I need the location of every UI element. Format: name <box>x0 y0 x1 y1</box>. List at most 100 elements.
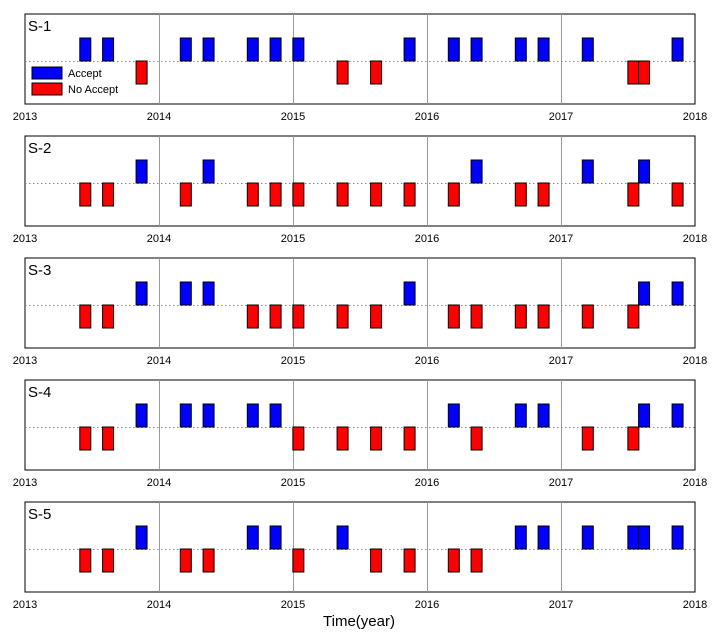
accept-bar <box>179 403 192 428</box>
x-tick-label: 2015 <box>281 111 305 123</box>
accept-bar <box>638 525 651 550</box>
x-tick-label: 2014 <box>147 233 171 245</box>
x-tick-label: 2013 <box>13 233 37 245</box>
no-accept-bar <box>403 426 416 451</box>
panel-title: S-2 <box>28 140 51 157</box>
no-accept-bar <box>292 426 305 451</box>
no-accept-bar <box>102 304 115 329</box>
panel-s-1: S-1 Accept No Accept 2013 2014 2015 2016 2017 20… <box>13 13 707 123</box>
x-tick-label: 2013 <box>13 599 37 611</box>
legend-label: Accept <box>68 68 102 80</box>
legend-label: No Accept <box>68 84 118 96</box>
panel-frame <box>24 257 696 349</box>
accept-bar <box>537 525 550 550</box>
no-accept-bar <box>292 548 305 573</box>
accept-bar <box>135 525 148 550</box>
accept-bar <box>102 37 115 62</box>
accept-bar <box>514 525 527 550</box>
panel-s-4: S-4 2013 2014 2015 2016 2017 2018 <box>13 379 707 489</box>
accept-bar <box>403 37 416 62</box>
x-tick-label: 2017 <box>549 355 573 367</box>
no-accept-bar <box>470 426 483 451</box>
panel-title: S-5 <box>28 506 51 523</box>
no-accept-bar <box>179 548 192 573</box>
no-accept-bar <box>537 304 550 329</box>
panel-title: S-4 <box>28 384 51 401</box>
no-accept-bar <box>102 182 115 207</box>
legend-swatch <box>31 66 63 80</box>
accept-bar <box>470 37 483 62</box>
accept-bar <box>336 525 349 550</box>
accept-bar <box>269 37 282 62</box>
x-tick-label: 2018 <box>683 355 707 367</box>
no-accept-bar <box>336 426 349 451</box>
no-accept-bar <box>79 304 92 329</box>
accept-bar <box>638 403 651 428</box>
no-accept-bar <box>102 548 115 573</box>
accept-bar <box>581 37 594 62</box>
no-accept-bar <box>370 182 383 207</box>
no-accept-bar <box>627 426 640 451</box>
no-accept-bar <box>514 304 527 329</box>
no-accept-bar <box>202 548 215 573</box>
panel-frame <box>24 135 696 227</box>
x-tick-label: 2018 <box>683 477 707 489</box>
accept-bar <box>269 525 282 550</box>
x-tick-label: 2018 <box>683 111 707 123</box>
x-tick-label: 2016 <box>415 599 439 611</box>
accept-bar <box>403 281 416 306</box>
accept-bar <box>638 159 651 184</box>
legend-swatch <box>31 82 63 96</box>
x-tick-label: 2017 <box>549 599 573 611</box>
no-accept-bar <box>179 182 192 207</box>
no-accept-bar <box>79 548 92 573</box>
x-tick-label: 2014 <box>147 355 171 367</box>
no-accept-bar <box>370 426 383 451</box>
x-tick-label: 2017 <box>549 233 573 245</box>
panel-frame <box>24 379 696 471</box>
no-accept-bar <box>627 60 640 85</box>
no-accept-bar <box>336 304 349 329</box>
no-accept-bar <box>470 548 483 573</box>
x-tick-label: 2013 <box>13 111 37 123</box>
accept-bar <box>202 281 215 306</box>
accept-bar <box>179 281 192 306</box>
accept-bar <box>246 403 259 428</box>
panel-frame <box>24 501 696 593</box>
x-tick-label: 2014 <box>147 477 171 489</box>
accept-bar <box>202 403 215 428</box>
no-accept-bar <box>403 548 416 573</box>
panel-s-5: S-5 2013 2014 2015 2016 2017 2018 <box>13 501 707 611</box>
x-tick-label: 2017 <box>549 111 573 123</box>
accept-bar <box>581 525 594 550</box>
accept-bar <box>292 37 305 62</box>
legend: Accept No Accept <box>31 66 118 96</box>
x-axis-label: Time(year) <box>323 613 395 630</box>
panel-frame <box>24 13 696 105</box>
no-accept-bar <box>370 60 383 85</box>
accept-bar <box>671 281 684 306</box>
accept-bar <box>671 525 684 550</box>
accept-bar <box>627 525 640 550</box>
x-tick-label: 2016 <box>415 355 439 367</box>
no-accept-bar <box>336 182 349 207</box>
x-tick-label: 2014 <box>147 599 171 611</box>
panels-group: S-1 Accept No Accept 2013 2014 2015 2016 2017 20… <box>13 13 707 611</box>
no-accept-bar <box>336 60 349 85</box>
no-accept-bar <box>627 304 640 329</box>
no-accept-bar <box>79 426 92 451</box>
accept-bar <box>638 281 651 306</box>
accept-bar <box>671 37 684 62</box>
x-tick-label: 2018 <box>683 233 707 245</box>
accept-bar <box>447 37 460 62</box>
no-accept-bar <box>447 182 460 207</box>
accept-bar <box>246 525 259 550</box>
no-accept-bar <box>627 182 640 207</box>
no-accept-bar <box>292 182 305 207</box>
no-accept-bar <box>447 304 460 329</box>
accept-bar <box>246 37 259 62</box>
accept-bar <box>135 159 148 184</box>
x-tick-label: 2017 <box>549 477 573 489</box>
accept-bar <box>202 37 215 62</box>
